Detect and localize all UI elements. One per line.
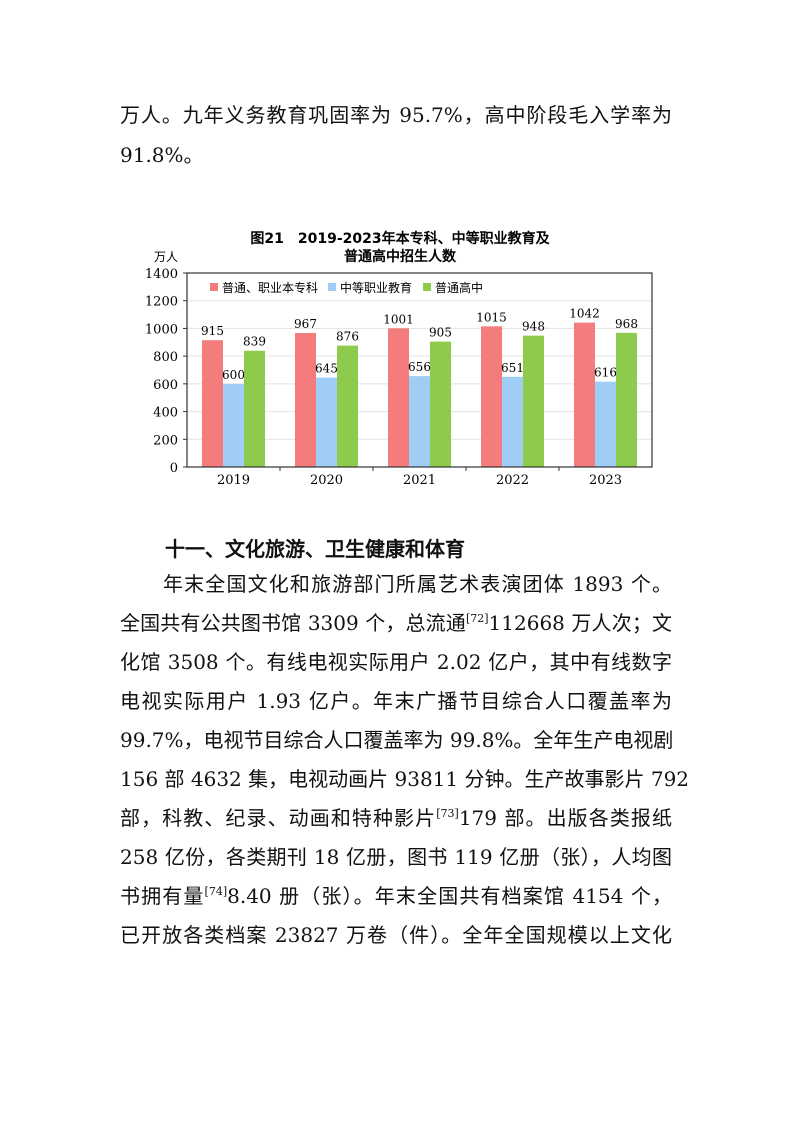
bar [574, 322, 595, 467]
bar [244, 350, 265, 467]
text-line: 万人。九年义务教育巩固率为 95.7%，高中阶段毛入学率为 [120, 103, 672, 127]
bar [295, 333, 316, 467]
text-span: 258 亿份，各类期刊 18 亿册，图书 119 亿册（张），人均图 [120, 845, 672, 869]
data-label: 1001 [383, 312, 414, 326]
text-span: 179 部。出版各类报纸 [458, 806, 673, 830]
text-span: 8.40 册（张）。年末全国共有档案馆 4154 个， [227, 884, 672, 908]
legend-label: 普通高中 [435, 280, 483, 295]
footnote-ref[interactable]: [73] [436, 807, 459, 820]
text-line: 电视实际用户 1.93 亿户。年末广播节目综合人口覆盖率为 [120, 689, 672, 713]
bar [388, 328, 409, 467]
chart-title-line2: 普通高中招生人数 [344, 248, 457, 265]
bar [337, 345, 358, 467]
data-label: 968 [615, 317, 638, 331]
data-label: 1015 [476, 310, 507, 324]
text-span: 91.8%。 [120, 143, 204, 167]
text-span: 112668 万人次；文 [488, 611, 672, 635]
text-line: 年末全国文化和旅游部门所属艺术表演团体 1893 个。 [163, 572, 672, 596]
bar [616, 332, 637, 467]
text-line: 部，科教、纪录、动画和特种影片[73]179 部。出版各类报纸 [120, 806, 672, 830]
bar [502, 376, 523, 467]
y-tick-label: 600 [153, 378, 178, 393]
footnote-ref[interactable]: [74] [204, 885, 228, 898]
data-label: 651 [501, 361, 524, 375]
x-tick-label: 2019 [217, 473, 250, 488]
data-label: 600 [222, 368, 245, 382]
text-span: 已开放各类档案 23827 万卷（件）。全年全国规模以上文化 [120, 923, 672, 947]
data-label: 656 [408, 360, 431, 374]
data-label: 876 [336, 330, 359, 344]
text-line: 化馆 3508 个。有线电视实际用户 2.02 亿户，其中有线数字 [120, 650, 672, 674]
text-line: 91.8%。 [120, 143, 672, 167]
bar [202, 340, 223, 467]
footnote-ref[interactable]: [72] [465, 612, 489, 625]
y-tick-label: 1400 [145, 267, 178, 282]
bar [595, 381, 616, 467]
data-label: 967 [294, 317, 317, 331]
y-tick-label: 800 [153, 350, 178, 365]
data-label: 645 [315, 362, 338, 376]
text-line: 已开放各类档案 23827 万卷（件）。全年全国规模以上文化 [120, 923, 672, 947]
legend-swatch [423, 283, 431, 291]
text-span: 年末全国文化和旅游部门所属艺术表演团体 1893 个。 [163, 572, 672, 596]
bar [523, 335, 544, 467]
x-tick-label: 2020 [310, 473, 343, 488]
data-label: 948 [522, 320, 545, 334]
bar [409, 376, 430, 467]
bar [481, 326, 502, 467]
legend-swatch [210, 283, 218, 291]
text-span: 化馆 3508 个。有线电视实际用户 2.02 亿户，其中有线数字 [120, 650, 672, 674]
legend-label: 中等职业教育 [340, 280, 412, 295]
data-label: 915 [201, 324, 224, 338]
y-axis-unit: 万人 [154, 250, 178, 264]
legend-swatch [328, 283, 336, 291]
x-tick-label: 2021 [403, 473, 436, 488]
y-tick-label: 1200 [145, 295, 178, 310]
data-label: 616 [594, 366, 617, 380]
section-heading: 十一、文化旅游、卫生健康和体育 [165, 537, 465, 561]
chart-title: 图21 2019-2023年本专科、中等职业教育及 [250, 230, 550, 247]
bar [316, 377, 337, 467]
x-tick-label: 2023 [589, 473, 622, 488]
text-span: 全国共有公共图书馆 3309 个，总流通 [120, 611, 466, 635]
text-line: 99.7%，电视节目综合人口覆盖率为 99.8%。全年生产电视剧 [120, 728, 674, 752]
y-tick-label: 200 [153, 433, 178, 448]
text-span: 电视实际用户 1.93 亿户。年末广播节目综合人口覆盖率为 [120, 689, 672, 713]
data-label: 839 [243, 335, 266, 349]
bar [430, 341, 451, 467]
text-span: 部，科教、纪录、动画和特种影片 [120, 806, 437, 830]
y-tick-label: 1000 [145, 322, 178, 337]
text-span: 99.7%，电视节目综合人口覆盖率为 99.8%。全年生产电视剧 [120, 728, 674, 752]
plot-border [186, 272, 653, 468]
y-tick-label: 0 [170, 461, 178, 476]
text-line: 全国共有公共图书馆 3309 个，总流通[72]112668 万人次；文 [120, 611, 672, 635]
text-span: 156 部 4632 集，电视动画片 93811 分钟。生产故事影片 792 [120, 767, 690, 791]
bar [223, 383, 244, 467]
text-span: 书拥有量 [120, 884, 205, 908]
y-tick-label: 400 [153, 406, 178, 421]
x-tick-label: 2022 [496, 473, 529, 488]
data-label: 1042 [569, 307, 600, 321]
text-line: 258 亿份，各类期刊 18 亿册，图书 119 亿册（张），人均图 [120, 845, 672, 869]
text-line: 156 部 4632 集，电视动画片 93811 分钟。生产故事影片 792 [120, 767, 689, 791]
bar-chart: 图21 2019-2023年本专科、中等职业教育及 普通高中招生人数 万人 0 2… [145, 230, 653, 488]
text-line: 书拥有量[74]8.40 册（张）。年末全国共有档案馆 4154 个， [120, 884, 672, 908]
data-label: 905 [429, 326, 452, 340]
text-span: 万人。九年义务教育巩固率为 95.7%，高中阶段毛入学率为 [120, 103, 672, 127]
legend-label: 普通、职业本专科 [222, 280, 318, 295]
